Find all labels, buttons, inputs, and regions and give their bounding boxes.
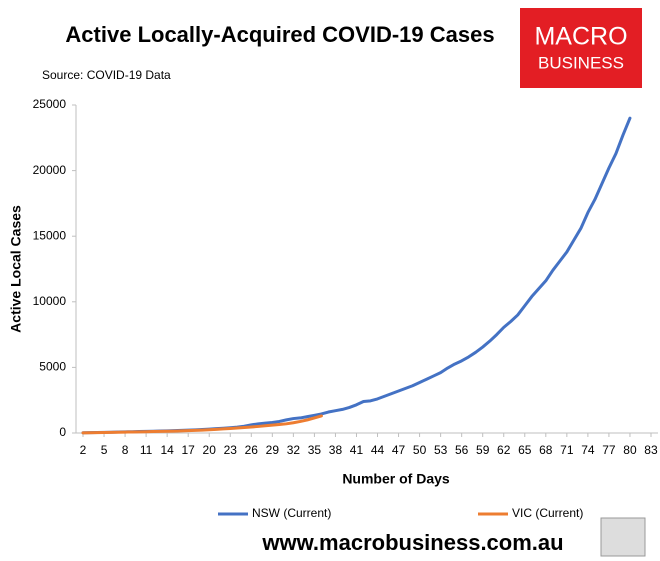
x-tick-label: 29 bbox=[266, 443, 280, 457]
x-tick-label: 53 bbox=[434, 443, 448, 457]
logo-box bbox=[520, 8, 642, 88]
legend-label: VIC (Current) bbox=[512, 506, 583, 520]
x-tick-label: 26 bbox=[245, 443, 259, 457]
x-tick-label: 77 bbox=[602, 443, 616, 457]
logo-text: MACRO bbox=[534, 23, 627, 51]
x-tick-label: 62 bbox=[497, 443, 511, 457]
y-tick-label: 0 bbox=[59, 425, 66, 439]
x-tick-label: 74 bbox=[581, 443, 595, 457]
x-tick-label: 14 bbox=[160, 443, 174, 457]
fox-logo bbox=[600, 517, 646, 557]
x-tick-label: 35 bbox=[308, 443, 322, 457]
legend-label: NSW (Current) bbox=[252, 506, 331, 520]
x-tick-label: 2 bbox=[80, 443, 87, 457]
x-tick-label: 41 bbox=[350, 443, 364, 457]
x-axis-title: Number of Days bbox=[342, 471, 450, 487]
y-tick-label: 15000 bbox=[33, 228, 67, 242]
logo-text: BUSINESS bbox=[538, 53, 624, 72]
x-tick-label: 8 bbox=[122, 443, 129, 457]
x-tick-label: 20 bbox=[203, 443, 217, 457]
x-tick-label: 44 bbox=[371, 443, 385, 457]
x-tick-label: 80 bbox=[623, 443, 637, 457]
x-tick-label: 56 bbox=[455, 443, 469, 457]
chart-subtitle: Source: COVID-19 Data bbox=[42, 68, 171, 82]
series-line bbox=[81, 116, 632, 435]
y-tick-label: 5000 bbox=[39, 360, 66, 374]
series-line bbox=[81, 414, 323, 435]
y-tick-label: 25000 bbox=[33, 97, 67, 111]
y-tick-label: 20000 bbox=[33, 163, 67, 177]
x-tick-label: 68 bbox=[539, 443, 553, 457]
x-tick-label: 11 bbox=[140, 443, 153, 457]
x-tick-label: 5 bbox=[101, 443, 108, 457]
x-tick-label: 32 bbox=[287, 443, 301, 457]
x-tick-label: 71 bbox=[560, 443, 574, 457]
x-tick-label: 38 bbox=[329, 443, 343, 457]
x-tick-label: 59 bbox=[476, 443, 490, 457]
y-axis-title: Active Local Cases bbox=[8, 205, 24, 333]
x-tick-label: 23 bbox=[224, 443, 238, 457]
x-tick-label: 17 bbox=[182, 443, 196, 457]
x-tick-label: 50 bbox=[413, 443, 427, 457]
x-tick-label: 47 bbox=[392, 443, 406, 457]
chart-title: Active Locally-Acquired COVID-19 Cases bbox=[65, 22, 494, 47]
y-tick-label: 10000 bbox=[33, 294, 67, 308]
x-tick-label: 65 bbox=[518, 443, 532, 457]
footer-url: www.macrobusiness.com.au bbox=[261, 530, 563, 555]
x-tick-label: 83 bbox=[644, 443, 658, 457]
